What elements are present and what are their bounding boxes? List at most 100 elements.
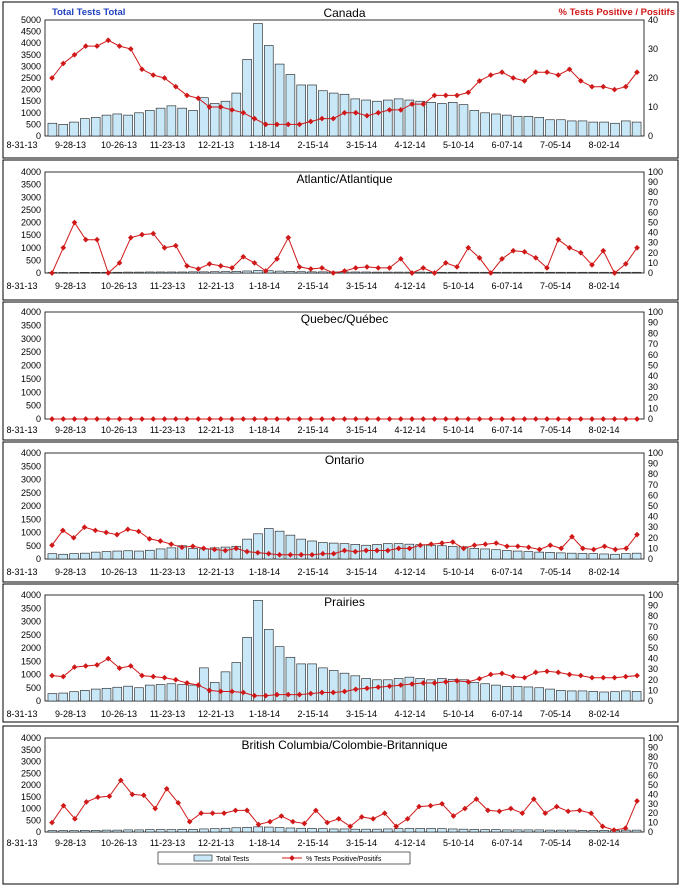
bar-total-tests [242,637,252,702]
point-positive [352,548,359,555]
legend-line-label: % Tests Positive/Positifs [306,856,382,863]
y-tick-label: 3500 [21,50,41,60]
y-tick-label: 2000 [21,218,41,228]
bar-total-tests [166,547,177,560]
bar-total-tests [101,687,112,702]
y2-tick-label: 10 [648,818,658,828]
point-positive [487,671,494,678]
y-tick-label: 4500 [21,27,41,37]
x-tick-label: 3-15-14 [346,425,377,435]
point-positive [139,66,145,73]
point-positive [611,270,618,276]
bar-total-tests [242,826,252,833]
y-tick-label: 500 [26,683,41,693]
x-tick-label: 4-12-14 [394,281,425,291]
point-positive [150,72,157,78]
bar-total-tests [307,271,317,274]
bar-total-tests [188,548,198,560]
x-tick-label: 9-28-13 [55,140,86,150]
x-tick-label: 7-05-14 [540,709,571,719]
x-tick-label: 8-31-13 [6,425,37,435]
x-tick-label: 6-07-14 [491,425,522,435]
y2-tick-label: 0 [648,696,653,706]
y2-tick-label: 0 [648,131,653,141]
bar-total-tests [361,828,371,833]
y2-tick-label: 20 [648,533,658,543]
bar-total-tests [274,646,285,702]
y2-tick-label: 100 [648,307,663,317]
point-positive [184,416,190,422]
bar-total-tests [220,271,231,274]
x-tick-label: 3-15-14 [346,838,377,848]
bar-total-tests [285,656,296,702]
bar-total-tests [588,553,599,560]
bar-total-tests [69,272,79,274]
x-tick-label: 8-02-14 [588,281,619,291]
bar-total-tests [523,115,534,137]
bar-total-tests [101,551,112,560]
bar-total-tests [80,272,90,274]
bar-total-tests [134,112,144,137]
x-tick-label: 2-15-14 [297,709,328,719]
x-tick-label: 7-05-14 [540,838,571,848]
point-positive [409,101,415,107]
x-tick-label: 10-26-13 [101,140,137,150]
bar-total-tests [177,829,187,833]
bar-total-tests [123,829,133,833]
bar-total-tests [253,533,263,560]
bar-total-tests [447,271,458,274]
bar-total-tests [502,114,512,137]
x-tick-label: 3-15-14 [346,140,377,150]
y-tick-label: 2000 [21,361,41,371]
bar-total-tests [220,827,231,833]
x-tick-label: 11-23-13 [150,567,185,577]
bar-total-tests [58,830,68,833]
bar-total-tests [631,691,642,702]
point-positive [384,547,391,554]
bar-total-tests [253,23,263,137]
y-tick-label: 1500 [21,230,41,240]
x-tick-label: 5-10-14 [443,140,474,150]
bar-total-tests [447,102,458,137]
y2-tick-label: 50 [648,218,658,228]
point-positive [416,803,422,810]
y-tick-label: 3000 [21,61,41,71]
bar-total-tests [274,827,285,833]
bar-total-tests [58,272,68,274]
y2-tick-label: 20 [648,675,658,685]
bar-total-tests [90,117,101,137]
bar-total-tests [318,667,328,702]
y-tick-label: 500 [26,401,41,411]
bar-total-tests [231,271,242,274]
bar-total-tests [307,663,317,702]
point-positive [274,256,280,262]
bar-total-tests [426,679,436,702]
bar-total-tests [534,551,544,560]
bar-total-tests [577,690,588,702]
bar-total-tests [621,271,631,274]
bar-total-tests [231,92,242,137]
point-positive [251,115,258,122]
bar-total-tests [145,549,155,560]
point-positive [175,800,182,806]
bar-total-tests [209,103,220,137]
y2-tick-label: 20 [648,73,658,83]
bar-total-tests [372,828,382,833]
bar-total-tests [264,528,274,560]
point-positive [395,545,402,552]
y2-tick-label: 0 [648,268,653,278]
y2-tick-label: 80 [648,469,658,479]
point-positive [330,416,337,422]
point-positive [521,78,528,84]
bar-total-tests [534,117,544,137]
legend: Total Tests % Tests Positive/Positifs [157,851,411,865]
point-positive [240,109,247,116]
bar-total-tests [372,679,382,702]
x-tick-label: 8-02-14 [588,709,619,719]
bar-total-tests [577,830,588,833]
bar-total-tests [328,828,339,833]
chart-title: British Columbia/Colombie-Britannique [241,738,447,752]
y2-tick-label: 90 [648,177,658,187]
bar-total-tests [69,553,79,560]
